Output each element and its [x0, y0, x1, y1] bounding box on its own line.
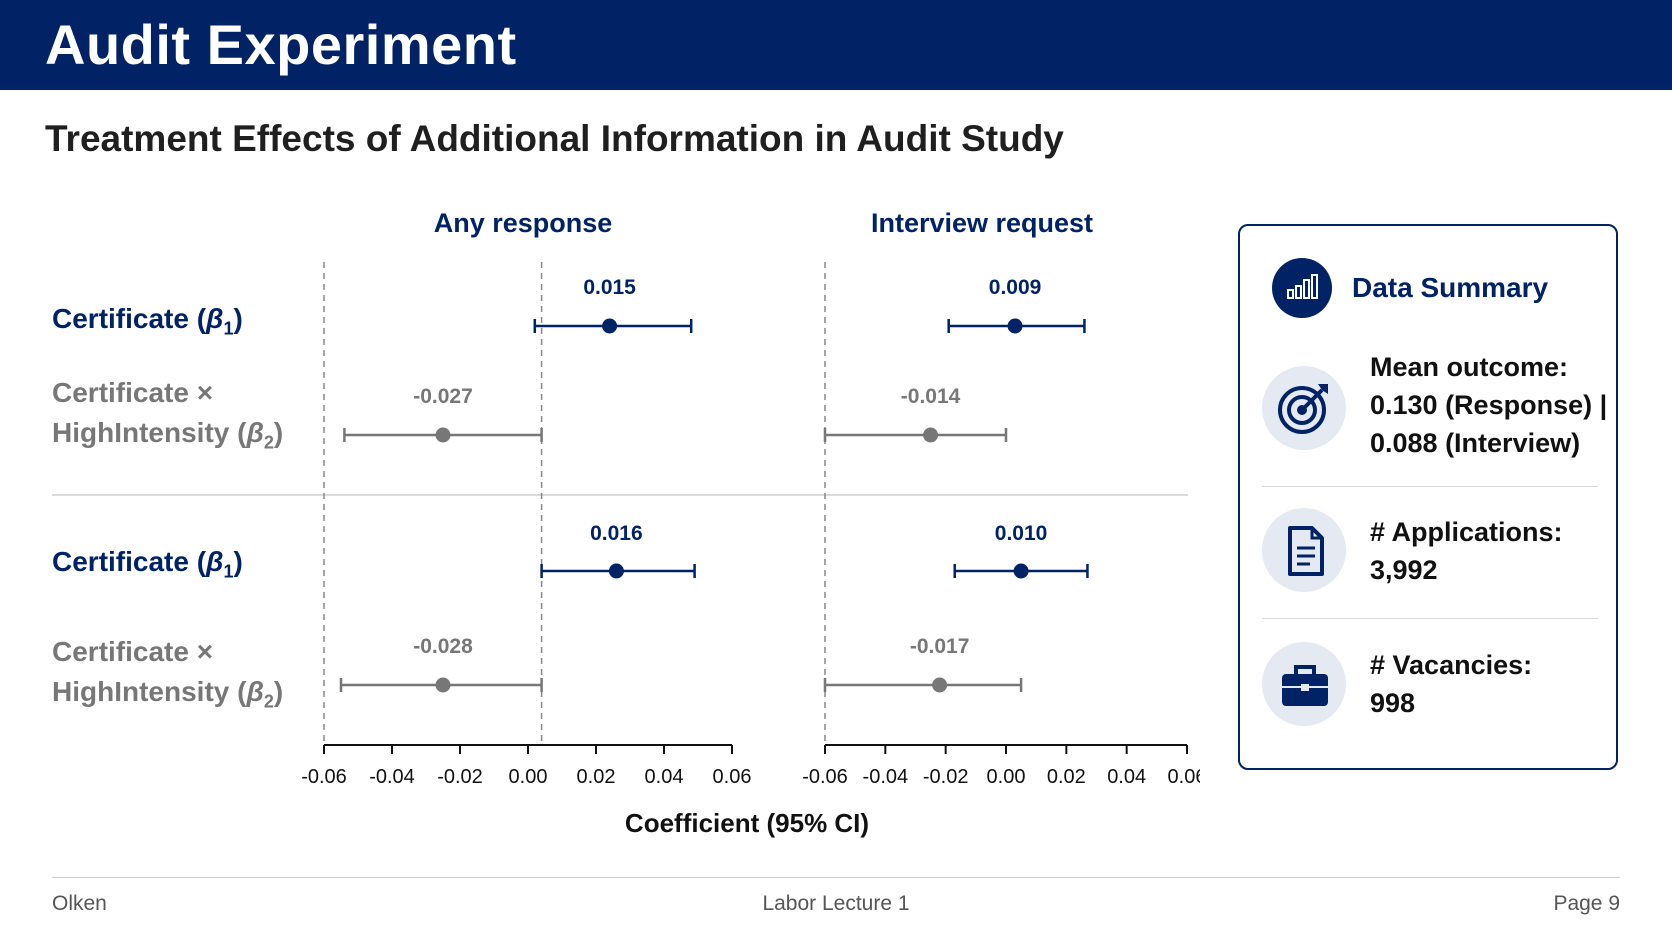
briefcase-icon	[1262, 642, 1346, 726]
point-estimate	[1013, 563, 1029, 579]
x-tick-label: -0.02	[923, 766, 969, 788]
x-tick-label: -0.04	[369, 766, 415, 788]
data-label: -0.027	[413, 385, 473, 408]
row-label-line2: HighIntensity (	[52, 676, 247, 707]
point-estimate	[602, 318, 618, 334]
data-label: 0.010	[995, 522, 1048, 545]
row-label-line2: HighIntensity (	[52, 417, 247, 448]
stat-line: Mean outcome:	[1370, 352, 1569, 382]
stat-line: 0.130 (Response) |	[1370, 390, 1608, 420]
data-summary-card: Data Summary Mean outcome: 0.130 (Respon…	[1238, 224, 1618, 770]
point-estimate	[932, 677, 948, 693]
beta-subscript: 1	[223, 561, 234, 582]
beta-subscript: 1	[223, 318, 234, 339]
data-label: -0.014	[901, 385, 961, 408]
divider	[1262, 486, 1598, 487]
x-tick-label: 0.02	[1047, 766, 1086, 788]
footer-author: Olken	[52, 892, 107, 915]
beta-subscript: 2	[263, 432, 274, 453]
bar-chart-icon	[1272, 258, 1332, 318]
data-label: -0.017	[910, 635, 970, 658]
target-icon	[1262, 366, 1346, 450]
data-label: 0.015	[583, 276, 636, 299]
footer-page-number: Page 9	[1553, 892, 1620, 915]
panel-title: Any response	[434, 208, 613, 238]
x-tick-label: 0.06	[713, 766, 752, 788]
point-estimate	[608, 563, 624, 579]
row-label-line1: Certificate ×	[52, 636, 214, 667]
row-label-close: )	[233, 546, 243, 577]
point-estimate	[1007, 318, 1023, 334]
x-tick-label: 0.06	[1168, 766, 1200, 788]
beta-symbol: β	[206, 303, 224, 334]
row-label-certificate-2: Certificate (β1)	[52, 542, 243, 592]
row-label-close: )	[273, 676, 284, 707]
point-estimate	[435, 677, 451, 693]
row-label-interaction-1: Certificate × HighIntensity (β2)	[52, 373, 283, 463]
row-label-text: Certificate (	[52, 546, 207, 577]
stat-line: 0.088 (Interview)	[1370, 428, 1581, 458]
x-tick-label: -0.04	[863, 766, 909, 788]
x-axis-label: Coefficient (95% CI)	[625, 808, 869, 838]
header-bar: Audit Experiment	[0, 0, 1672, 90]
footer-divider	[52, 877, 1620, 878]
mean-outcome-stat: Mean outcome: 0.130 (Response) | 0.088 (…	[1370, 348, 1610, 462]
data-label: -0.028	[413, 635, 473, 658]
data-label: 0.009	[989, 276, 1042, 299]
row-label-line1: Certificate ×	[52, 377, 214, 408]
data-label: 0.016	[590, 522, 643, 545]
row-label-interaction-2: Certificate × HighIntensity (β2)	[52, 632, 283, 722]
stat-line: 3,992	[1370, 555, 1438, 585]
coefficient-chart: Any response -0.06 -0.04 -0.02 0.00 0.02 0.04 0…	[52, 208, 1200, 838]
vacancies-stat: # Vacancies: 998	[1370, 646, 1610, 722]
x-tick-label: 0.02	[577, 766, 616, 788]
page-title: Audit Experiment	[45, 13, 517, 76]
beta-symbol: β	[246, 676, 264, 707]
beta-subscript: 2	[263, 691, 274, 712]
stat-line: # Applications:	[1370, 517, 1563, 547]
x-tick-label: 0.04	[645, 766, 684, 788]
stat-line: # Vacancies:	[1370, 650, 1533, 680]
summary-title: Data Summary	[1352, 272, 1549, 303]
x-tick-label: 0.00	[509, 766, 548, 788]
x-tick-label: 0.00	[987, 766, 1026, 788]
point-estimate	[435, 427, 451, 443]
beta-symbol: β	[206, 546, 224, 577]
x-tick-label: 0.04	[1107, 766, 1146, 788]
stat-line: 998	[1370, 688, 1416, 718]
row-label-close: )	[233, 303, 243, 334]
footer-course: Labor Lecture 1	[762, 892, 910, 915]
x-tick-label: -0.06	[802, 766, 848, 788]
chart-subtitle: Treatment Effects of Additional Informat…	[45, 118, 1064, 159]
row-label-close: )	[273, 417, 284, 448]
applications-stat: # Applications: 3,992	[1370, 513, 1610, 589]
beta-symbol: β	[246, 417, 264, 448]
row-label-text: Certificate (	[52, 303, 207, 334]
row-label-certificate-1: Certificate (β1)	[52, 299, 243, 349]
document-icon	[1262, 508, 1346, 592]
divider	[1262, 618, 1598, 619]
panel-title: Interview request	[871, 208, 1093, 238]
x-tick-label: -0.02	[437, 766, 483, 788]
point-estimate	[923, 427, 939, 443]
x-tick-label: -0.06	[301, 766, 347, 788]
